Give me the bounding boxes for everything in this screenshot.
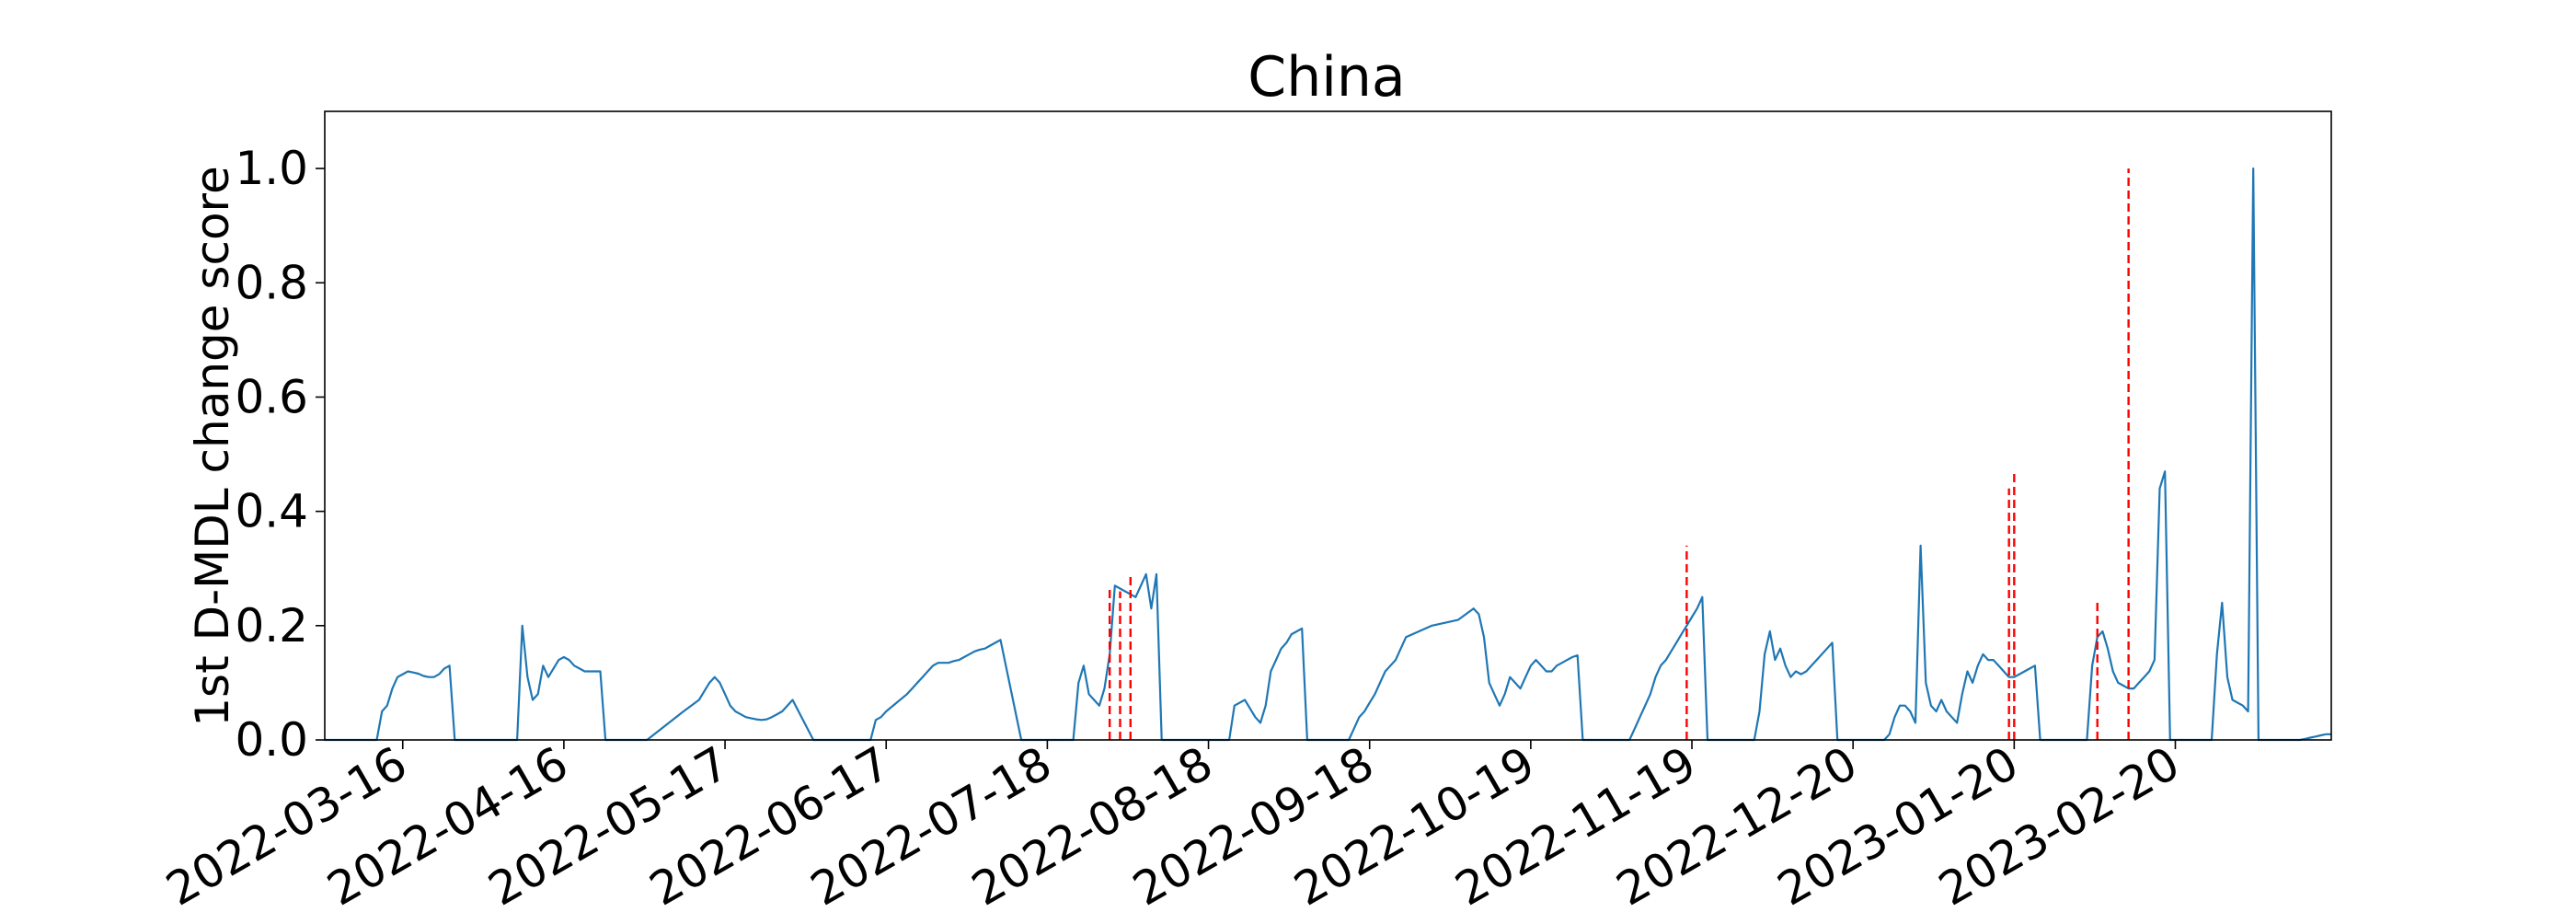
chart-title: China (1248, 45, 1405, 110)
y-tick-label: 0.0 (235, 713, 308, 767)
y-tick-label: 0.6 (235, 370, 308, 423)
y-axis-label: 1st D-MDL change score (186, 166, 239, 727)
plot-frame (324, 110, 2332, 741)
y-tick-label: 1.0 (235, 142, 308, 195)
y-axis: 0.0 0.2 0.4 0.6 0.8 1.0 (235, 142, 325, 767)
y-tick-label: 0.2 (235, 599, 308, 653)
change-points-layer (1108, 168, 2130, 740)
y-tick-label: 0.4 (235, 485, 308, 538)
y-tick-label: 0.8 (235, 256, 308, 309)
